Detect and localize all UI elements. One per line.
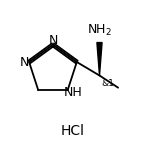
Text: HCl: HCl <box>61 124 85 138</box>
Text: NH: NH <box>64 86 82 99</box>
Text: N: N <box>48 34 58 47</box>
Text: N: N <box>20 56 29 69</box>
Text: NH$_2$: NH$_2$ <box>87 23 112 38</box>
Text: &1: &1 <box>101 79 114 88</box>
Polygon shape <box>97 43 102 76</box>
